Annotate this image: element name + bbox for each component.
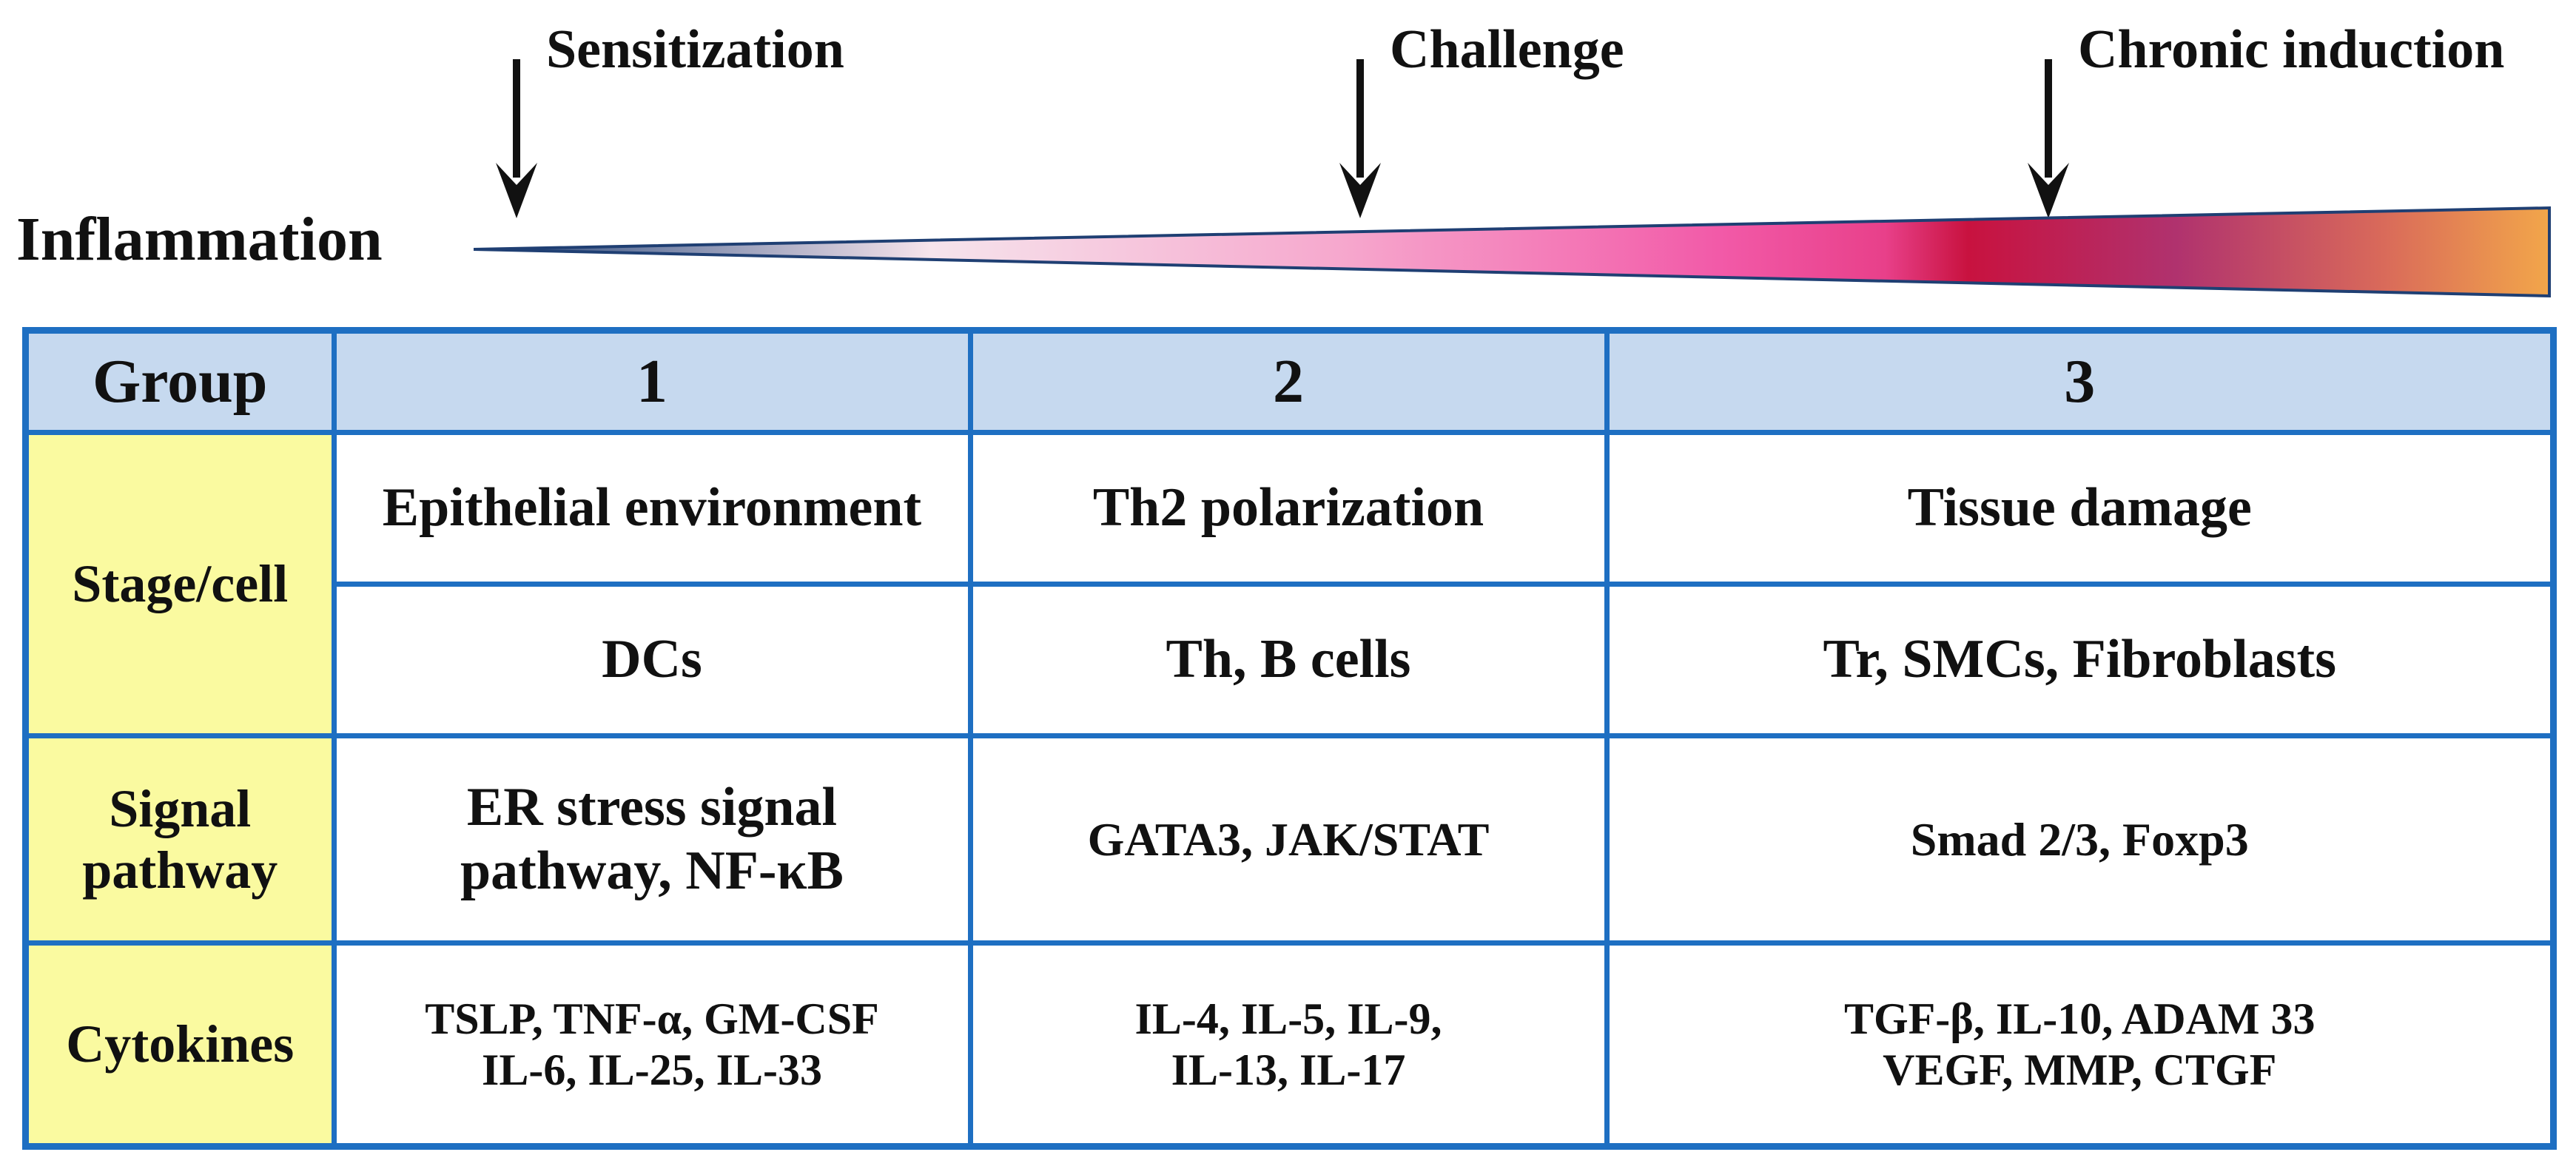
signal-label-line-2: pathway — [82, 840, 278, 900]
inflammation-gradient-wedge — [474, 206, 2551, 298]
cytokines-row: Cytokines TSLP, TNF-α, GM-CSF IL-6, IL-2… — [29, 940, 2550, 1143]
cytokines-row-header: Cytokines — [29, 940, 337, 1143]
signal-group-1: ER stress signal pathway, NF-κB — [331, 733, 973, 946]
cytokines-group-1: TSLP, TNF-α, GM-CSF IL-6, IL-25, IL-33 — [331, 940, 973, 1143]
challenge-arrow-icon — [1339, 59, 1381, 218]
stage-row: Stage/cell Epithelial environment Th2 po… — [29, 430, 2550, 738]
groups-table: Group 1 2 3 Stage/cell Epithelial enviro… — [22, 327, 2557, 1150]
signal-pathway-row-header: Signal pathway — [29, 733, 337, 946]
chronic-induction-arrow-icon — [2028, 59, 2069, 218]
stage-group-3: Tissue damage — [1604, 430, 2550, 587]
signal-group-1-line-1: ER stress signal — [466, 777, 838, 838]
group-2-header: 2 — [967, 334, 1610, 435]
cytokines-group-3-line-1: TGF-β, IL-10, ADAM 33 — [1843, 994, 2316, 1043]
signal-pathway-row: Signal pathway ER stress signal pathway,… — [29, 733, 2550, 946]
group-3-header: 3 — [1604, 334, 2550, 435]
cells-group-1: DCs — [334, 582, 973, 738]
cytokines-group-2: IL-4, IL-5, IL-9, IL-13, IL-17 — [967, 940, 1610, 1143]
stage-group-1: Epithelial environment — [331, 430, 973, 587]
signal-label-line-1: Signal — [109, 778, 252, 838]
cytokines-group-1-line-2: IL-6, IL-25, IL-33 — [481, 1045, 823, 1094]
inflammation-label: Inflammation — [16, 205, 383, 274]
stage-group-2: Th2 polarization — [967, 430, 1610, 587]
group-1-header: 1 — [331, 334, 973, 435]
cells-group-2: Th, B cells — [967, 582, 1610, 738]
signal-group-2: GATA3, JAK/STAT — [967, 733, 1610, 946]
stage-cell-row-header: Stage/cell — [29, 430, 337, 738]
cytokines-group-3-line-2: VEGF, MMP, CTGF — [1883, 1045, 2277, 1094]
sensitization-arrow-icon — [496, 59, 537, 218]
cells-group-3: Tr, SMCs, Fibroblasts — [1604, 582, 2550, 738]
table-header-row: Group 1 2 3 — [29, 334, 2550, 435]
cytokines-group-2-line-2: IL-13, IL-17 — [1171, 1045, 1406, 1094]
sensitization-label: Sensitization — [546, 19, 844, 80]
signal-group-3: Smad 2/3, Foxp3 — [1604, 733, 2550, 946]
cell-row: DCs Th, B cells Tr, SMCs, Fibroblasts — [29, 582, 2550, 738]
cytokines-group-2-line-1: IL-4, IL-5, IL-9, — [1134, 994, 1442, 1043]
group-header-cell: Group — [29, 334, 337, 435]
signal-group-1-line-2: pathway, NF-κB — [460, 840, 844, 901]
chronic-induction-label: Chronic induction — [2078, 19, 2505, 80]
challenge-label: Challenge — [1390, 19, 1624, 80]
cytokines-group-3: TGF-β, IL-10, ADAM 33 VEGF, MMP, CTGF — [1604, 940, 2550, 1143]
cytokines-group-1-line-1: TSLP, TNF-α, GM-CSF — [425, 994, 879, 1043]
